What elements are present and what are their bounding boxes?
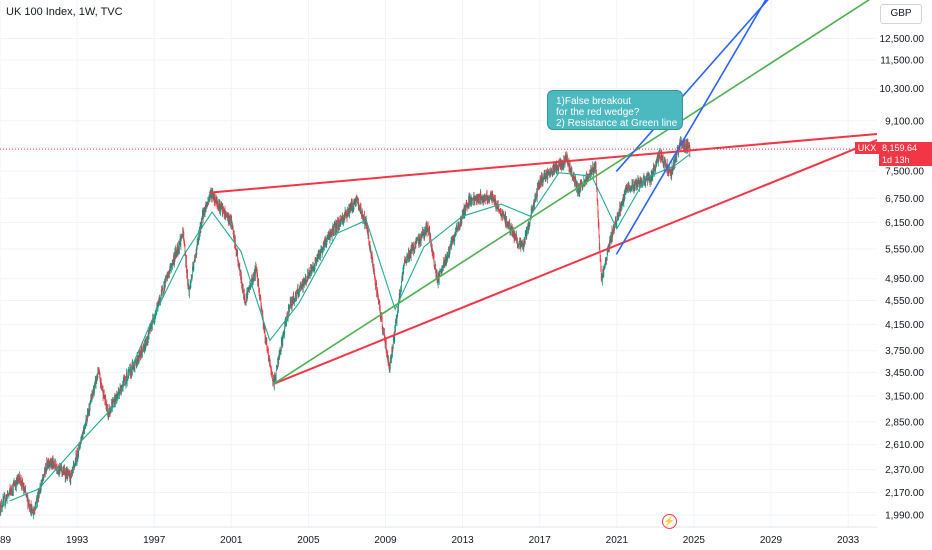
blue-channel-lower-line bbox=[615, 0, 767, 255]
y-tick-label: 3,750.00 bbox=[885, 346, 924, 357]
y-axis-panel bbox=[877, 0, 932, 550]
moving-average-line bbox=[9, 153, 691, 502]
x-tick-label: 2001 bbox=[220, 535, 243, 546]
y-tick-label: 10,300.00 bbox=[880, 84, 925, 95]
y-tick-label: 4,150.00 bbox=[885, 320, 924, 331]
annotation-callout[interactable]: 1)False breakout for the red wedge? 2) R… bbox=[547, 90, 683, 130]
lightning-icon[interactable]: ⚡ bbox=[662, 514, 677, 529]
x-tick-label: 2021 bbox=[606, 535, 629, 546]
y-tick-label: 3,150.00 bbox=[885, 391, 924, 402]
y-axis: 12,500.0011,500.0010,300.009,100.008,200… bbox=[877, 0, 932, 550]
red-wedge-lower-line bbox=[272, 139, 878, 385]
y-tick-label: 6,750.00 bbox=[885, 194, 924, 205]
x-tick-label: 1997 bbox=[143, 535, 166, 546]
y-tick-label: 2,850.00 bbox=[885, 417, 924, 428]
x-tick-label: 2025 bbox=[683, 535, 706, 546]
trendlines bbox=[209, 0, 878, 385]
x-tick-label: 2005 bbox=[297, 535, 320, 546]
current-price-value: 8,159.64 bbox=[882, 143, 918, 153]
current-price-tag: 8,159.64 1d 13h bbox=[879, 142, 932, 166]
y-tick-label: 2,170.00 bbox=[885, 488, 924, 499]
y-tick-label: 2,370.00 bbox=[885, 465, 924, 476]
chart-title: UK 100 Index, 1W, TVC bbox=[6, 6, 123, 18]
x-axis: 1989 1993 1997 2001 2005 2009 2013 2017 2021 2025… bbox=[0, 526, 932, 546]
y-tick-label: 4,550.00 bbox=[885, 296, 924, 307]
green-support-line bbox=[272, 0, 871, 385]
y-tick-label: 1,990.00 bbox=[885, 510, 924, 521]
y-tick-label: 11,500.00 bbox=[880, 56, 924, 67]
y-tick-label: 3,450.00 bbox=[885, 368, 924, 379]
y-tick-label: 2,610.00 bbox=[885, 440, 924, 451]
red-wedge-upper-line bbox=[209, 132, 878, 194]
x-tick-label: 1993 bbox=[66, 535, 89, 546]
symbol-badge: UKX bbox=[855, 142, 879, 154]
y-tick-label: 6,150.00 bbox=[885, 218, 924, 229]
currency-selector[interactable]: GBP bbox=[880, 4, 922, 24]
x-tick-label: 2009 bbox=[374, 535, 397, 546]
x-tick-label: 1989 bbox=[0, 535, 12, 546]
bar-countdown: 1d 13h bbox=[882, 155, 910, 165]
x-tick-label: 2013 bbox=[451, 535, 474, 546]
y-tick-label: 12,500.00 bbox=[880, 34, 925, 45]
moving-average-series bbox=[9, 153, 691, 502]
x-tick-label: 2033 bbox=[837, 535, 860, 546]
y-tick-label: 7,500.00 bbox=[885, 166, 924, 177]
y-tick-label: 5,550.00 bbox=[885, 245, 924, 256]
y-tick-label: 9,100.00 bbox=[885, 116, 924, 127]
y-tick-label: 4,950.00 bbox=[885, 274, 924, 285]
x-tick-label: 2017 bbox=[529, 535, 552, 546]
x-tick-label: 2029 bbox=[760, 535, 783, 546]
candlestick-series bbox=[0, 136, 691, 520]
grid-lines bbox=[0, 0, 877, 527]
